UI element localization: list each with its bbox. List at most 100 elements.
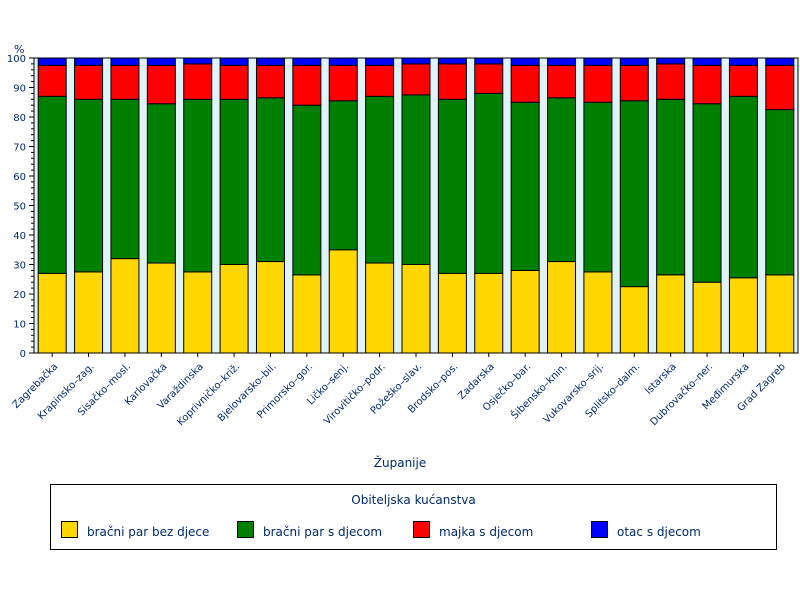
bar-4-10 (365, 57, 395, 66)
legend: Obiteljska kućanstva bračni par bez djec… (50, 484, 777, 550)
bar-2-5 (183, 98, 213, 273)
legend-swatch-2 (237, 521, 254, 538)
bar-4-3 (110, 57, 140, 66)
bar-4-14 (510, 57, 540, 66)
bar-2-7 (255, 97, 285, 263)
bar-2-20 (728, 95, 758, 279)
bar-3-4 (146, 64, 176, 105)
bar-3-19 (692, 64, 722, 105)
bar-1-19 (692, 281, 722, 354)
bar-1-20 (728, 277, 758, 354)
bar-4-9 (328, 57, 358, 66)
bar-1-16 (583, 271, 613, 354)
bar-1-18 (656, 274, 686, 354)
bar-2-18 (656, 98, 686, 276)
bar-3-5 (183, 63, 213, 100)
bar-3-21 (765, 64, 795, 111)
bar-2-14 (510, 101, 540, 271)
bar-1-13 (474, 272, 504, 354)
bar-4-7 (255, 57, 285, 66)
bar-3-6 (219, 64, 249, 100)
bar-4-15 (547, 57, 577, 66)
bar-1-15 (547, 261, 577, 354)
bar-2-6 (219, 98, 249, 265)
y-tick-label: 100 (7, 54, 26, 65)
bar-3-12 (437, 63, 467, 100)
bar-1-4 (146, 262, 176, 354)
bar-4-11 (401, 57, 431, 65)
bar-1-17 (619, 286, 649, 354)
bar-2-12 (437, 98, 467, 274)
bar-3-11 (401, 63, 431, 96)
bar-4-16 (583, 57, 613, 66)
bar-4-1 (37, 57, 67, 66)
legend-title: Obiteljska kućanstva (351, 493, 476, 507)
bar-4-8 (292, 57, 322, 66)
bar-2-3 (110, 98, 140, 260)
bar-4-4 (146, 57, 176, 66)
legend-swatch-1 (61, 521, 78, 538)
bar-2-13 (474, 92, 504, 274)
y-tick-label: 40 (13, 231, 26, 242)
bar-1-9 (328, 249, 358, 354)
bar-2-16 (583, 101, 613, 273)
legend-label-4: otac s djecom (617, 525, 701, 539)
bar-3-17 (619, 64, 649, 102)
x-axis-title: Županije (373, 456, 427, 470)
bar-3-10 (365, 64, 395, 97)
bar-2-8 (292, 104, 322, 276)
bar-3-20 (728, 64, 758, 97)
bar-1-11 (401, 264, 431, 354)
x-tick-label: Dubrovačko–ner. (648, 361, 715, 428)
y-tick-label: 90 (13, 84, 26, 95)
bar-4-21 (765, 57, 795, 66)
bar-4-6 (219, 57, 249, 66)
bar-3-9 (328, 64, 358, 102)
bar-1-1 (37, 272, 67, 354)
y-tick-label: 70 (13, 143, 26, 154)
bar-1-3 (110, 258, 140, 354)
bar-1-5 (183, 271, 213, 354)
y-tick-label: 20 (13, 290, 26, 301)
y-tick-label: 30 (13, 261, 26, 272)
bar-4-5 (183, 57, 213, 65)
y-axis-unit: % (14, 43, 25, 56)
bar-4-13 (474, 57, 504, 65)
bar-1-2 (74, 271, 104, 354)
bar-2-9 (328, 100, 358, 251)
bar-3-13 (474, 63, 504, 94)
bar-2-2 (74, 98, 104, 273)
bar-3-16 (583, 64, 613, 103)
bar-1-7 (255, 261, 285, 354)
y-tick-label: 10 (13, 320, 26, 331)
bar-4-20 (728, 57, 758, 66)
bar-4-2 (74, 57, 104, 66)
bar-3-18 (656, 63, 686, 100)
bar-3-2 (74, 64, 104, 100)
bar-3-8 (292, 64, 322, 106)
legend-label-3: majka s djecom (439, 525, 534, 539)
y-tick-label: 60 (13, 172, 26, 183)
bar-1-14 (510, 269, 540, 354)
bar-2-10 (365, 95, 395, 264)
bar-3-14 (510, 64, 540, 103)
bar-3-3 (110, 64, 140, 100)
bar-4-17 (619, 57, 649, 66)
bar-1-21 (765, 274, 795, 354)
bar-2-1 (37, 95, 67, 274)
bar-3-7 (255, 64, 285, 99)
x-tick-label: Istarska (643, 361, 679, 397)
bar-2-11 (401, 94, 431, 265)
bar-3-1 (37, 64, 67, 97)
y-tick-label: 80 (13, 113, 26, 124)
x-tick-label: Virovitičko–podr. (321, 361, 388, 428)
bar-3-15 (547, 64, 577, 99)
legend-label-2: bračni par s djecom (263, 525, 383, 539)
bar-4-12 (437, 57, 467, 65)
y-tick-label: 50 (13, 202, 26, 213)
legend-swatch-4 (591, 521, 608, 538)
bar-1-6 (219, 264, 249, 354)
bar-2-21 (765, 109, 795, 276)
bar-4-18 (656, 57, 686, 65)
bar-2-15 (547, 97, 577, 263)
